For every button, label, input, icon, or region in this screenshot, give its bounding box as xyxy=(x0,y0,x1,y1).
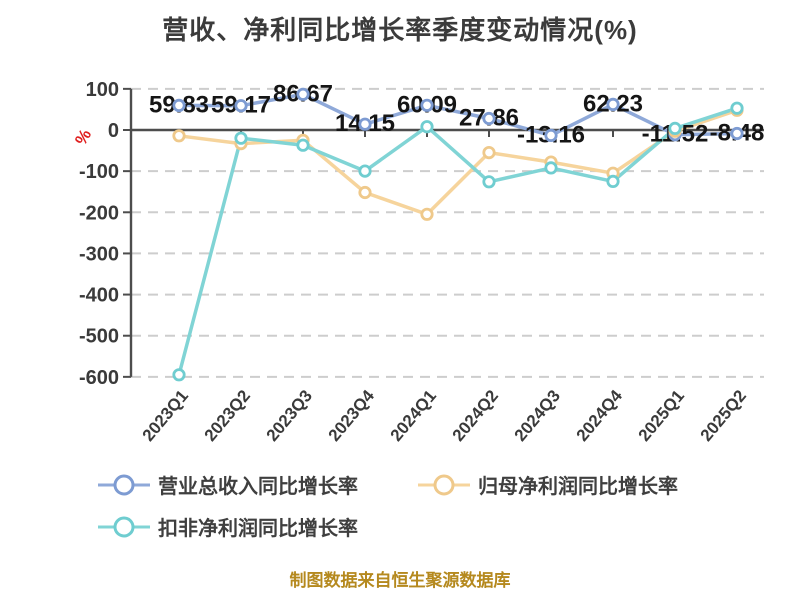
series-marker-2-2024Q4 xyxy=(606,174,620,188)
x-tick-label-2023Q2: 2023Q2 xyxy=(201,386,254,445)
x-tick-label-2023Q1: 2023Q1 xyxy=(139,386,192,445)
series-marker-2-2025Q2 xyxy=(730,101,744,115)
y-tick-label-0: 0 xyxy=(108,120,119,142)
x-tick-label-2024Q3: 2024Q3 xyxy=(511,386,564,445)
series-marker-0-2023Q3 xyxy=(296,87,310,101)
series-marker-1-2023Q4 xyxy=(358,185,372,200)
series-marker-0-2025Q2 xyxy=(730,126,744,141)
y-tick-label--200: -200 xyxy=(79,202,119,224)
series-marker-2-2025Q1 xyxy=(668,121,682,135)
series-marker-2-2023Q3 xyxy=(296,138,310,152)
x-tick-label-2024Q4: 2024Q4 xyxy=(573,386,627,445)
x-tick-label-2024Q1: 2024Q1 xyxy=(387,386,440,445)
series-marker-1-2024Q1 xyxy=(420,207,434,221)
series-marker-0-2023Q4 xyxy=(358,117,372,131)
x-tick-label-2023Q4: 2023Q4 xyxy=(325,386,379,445)
series-marker-0-2024Q2 xyxy=(482,111,496,126)
series-marker-2-2023Q2 xyxy=(234,131,248,145)
series-marker-2-2023Q1 xyxy=(172,368,186,382)
x-tick-label-2024Q2: 2024Q2 xyxy=(449,386,502,445)
y-tick-label--100: -100 xyxy=(79,161,119,183)
x-tick-label-2023Q3: 2023Q3 xyxy=(263,386,316,445)
series-marker-1-2024Q2 xyxy=(482,146,496,160)
y-tick-label--600: -600 xyxy=(79,367,119,389)
series-marker-0-2023Q1 xyxy=(172,98,186,113)
y-tick-label--500: -500 xyxy=(79,326,119,348)
y-tick-label-100: 100 xyxy=(86,79,119,101)
series-marker-0-2024Q3 xyxy=(544,128,558,142)
series-line-0 xyxy=(177,92,739,138)
series-marker-1-2023Q1 xyxy=(172,129,186,143)
y-tick-label--300: -300 xyxy=(79,243,119,265)
x-tick-label-2025Q2: 2025Q2 xyxy=(697,386,750,445)
chart-title: 营收、净利同比增长率季度变动情况(%) xyxy=(162,15,638,45)
y-axis-unit-label: % xyxy=(71,126,95,149)
series-marker-0-2024Q4 xyxy=(606,97,620,112)
series-marker-2-2023Q4 xyxy=(358,164,372,178)
series-marker-2-2024Q1 xyxy=(420,120,434,134)
x-tick-label-2025Q1: 2025Q1 xyxy=(635,386,688,445)
y-tick-label--400: -400 xyxy=(79,285,119,307)
series-marker-0-2023Q2 xyxy=(234,99,248,113)
series-marker-2-2024Q3 xyxy=(544,161,558,175)
series-marker-2-2024Q2 xyxy=(482,175,496,189)
data-source-note: 制图数据来自恒生聚源数据库 xyxy=(289,571,511,590)
series-line-2 xyxy=(177,106,739,377)
series-marker-0-2024Q1 xyxy=(420,98,434,112)
